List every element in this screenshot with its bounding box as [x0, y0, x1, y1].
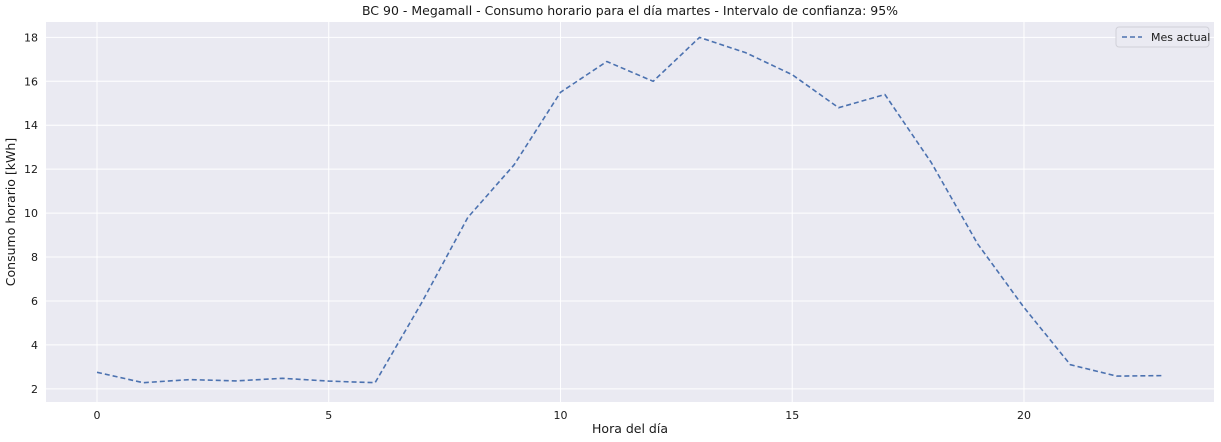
chart-title: BC 90 - Megamall - Consumo horario para … [362, 3, 898, 18]
legend-label: Mes actual [1151, 31, 1210, 44]
x-tick-label: 10 [553, 409, 567, 422]
y-tick-label: 2 [31, 383, 38, 396]
y-tick-label: 10 [24, 207, 38, 220]
y-tick-label: 18 [24, 31, 38, 44]
y-tick-label: 12 [24, 163, 38, 176]
x-tick-label: 15 [785, 409, 799, 422]
legend-box [1115, 26, 1210, 48]
y-tick-label: 8 [31, 251, 38, 264]
x-tick-label: 5 [325, 409, 332, 422]
series-line [96, 36, 1164, 384]
x-tick-label: 20 [1017, 409, 1031, 422]
plot-area [46, 22, 1214, 402]
grid [46, 22, 1214, 402]
y-tick-label: 14 [24, 119, 38, 132]
series-layer [96, 36, 1164, 384]
tick-labels: 2 4 6 8 10 12 14 16 18 0 5 10 15 20 [24, 31, 1031, 422]
legend: Mes actual [1115, 26, 1210, 48]
y-tick-label: 16 [24, 75, 38, 88]
y-tick-label: 6 [31, 295, 38, 308]
x-tick-label: 0 [93, 409, 100, 422]
x-axis-label: Hora del día [592, 421, 668, 436]
y-axis-label: Consumo horario [kWh] [3, 138, 18, 286]
y-tick-label: 4 [31, 339, 38, 352]
